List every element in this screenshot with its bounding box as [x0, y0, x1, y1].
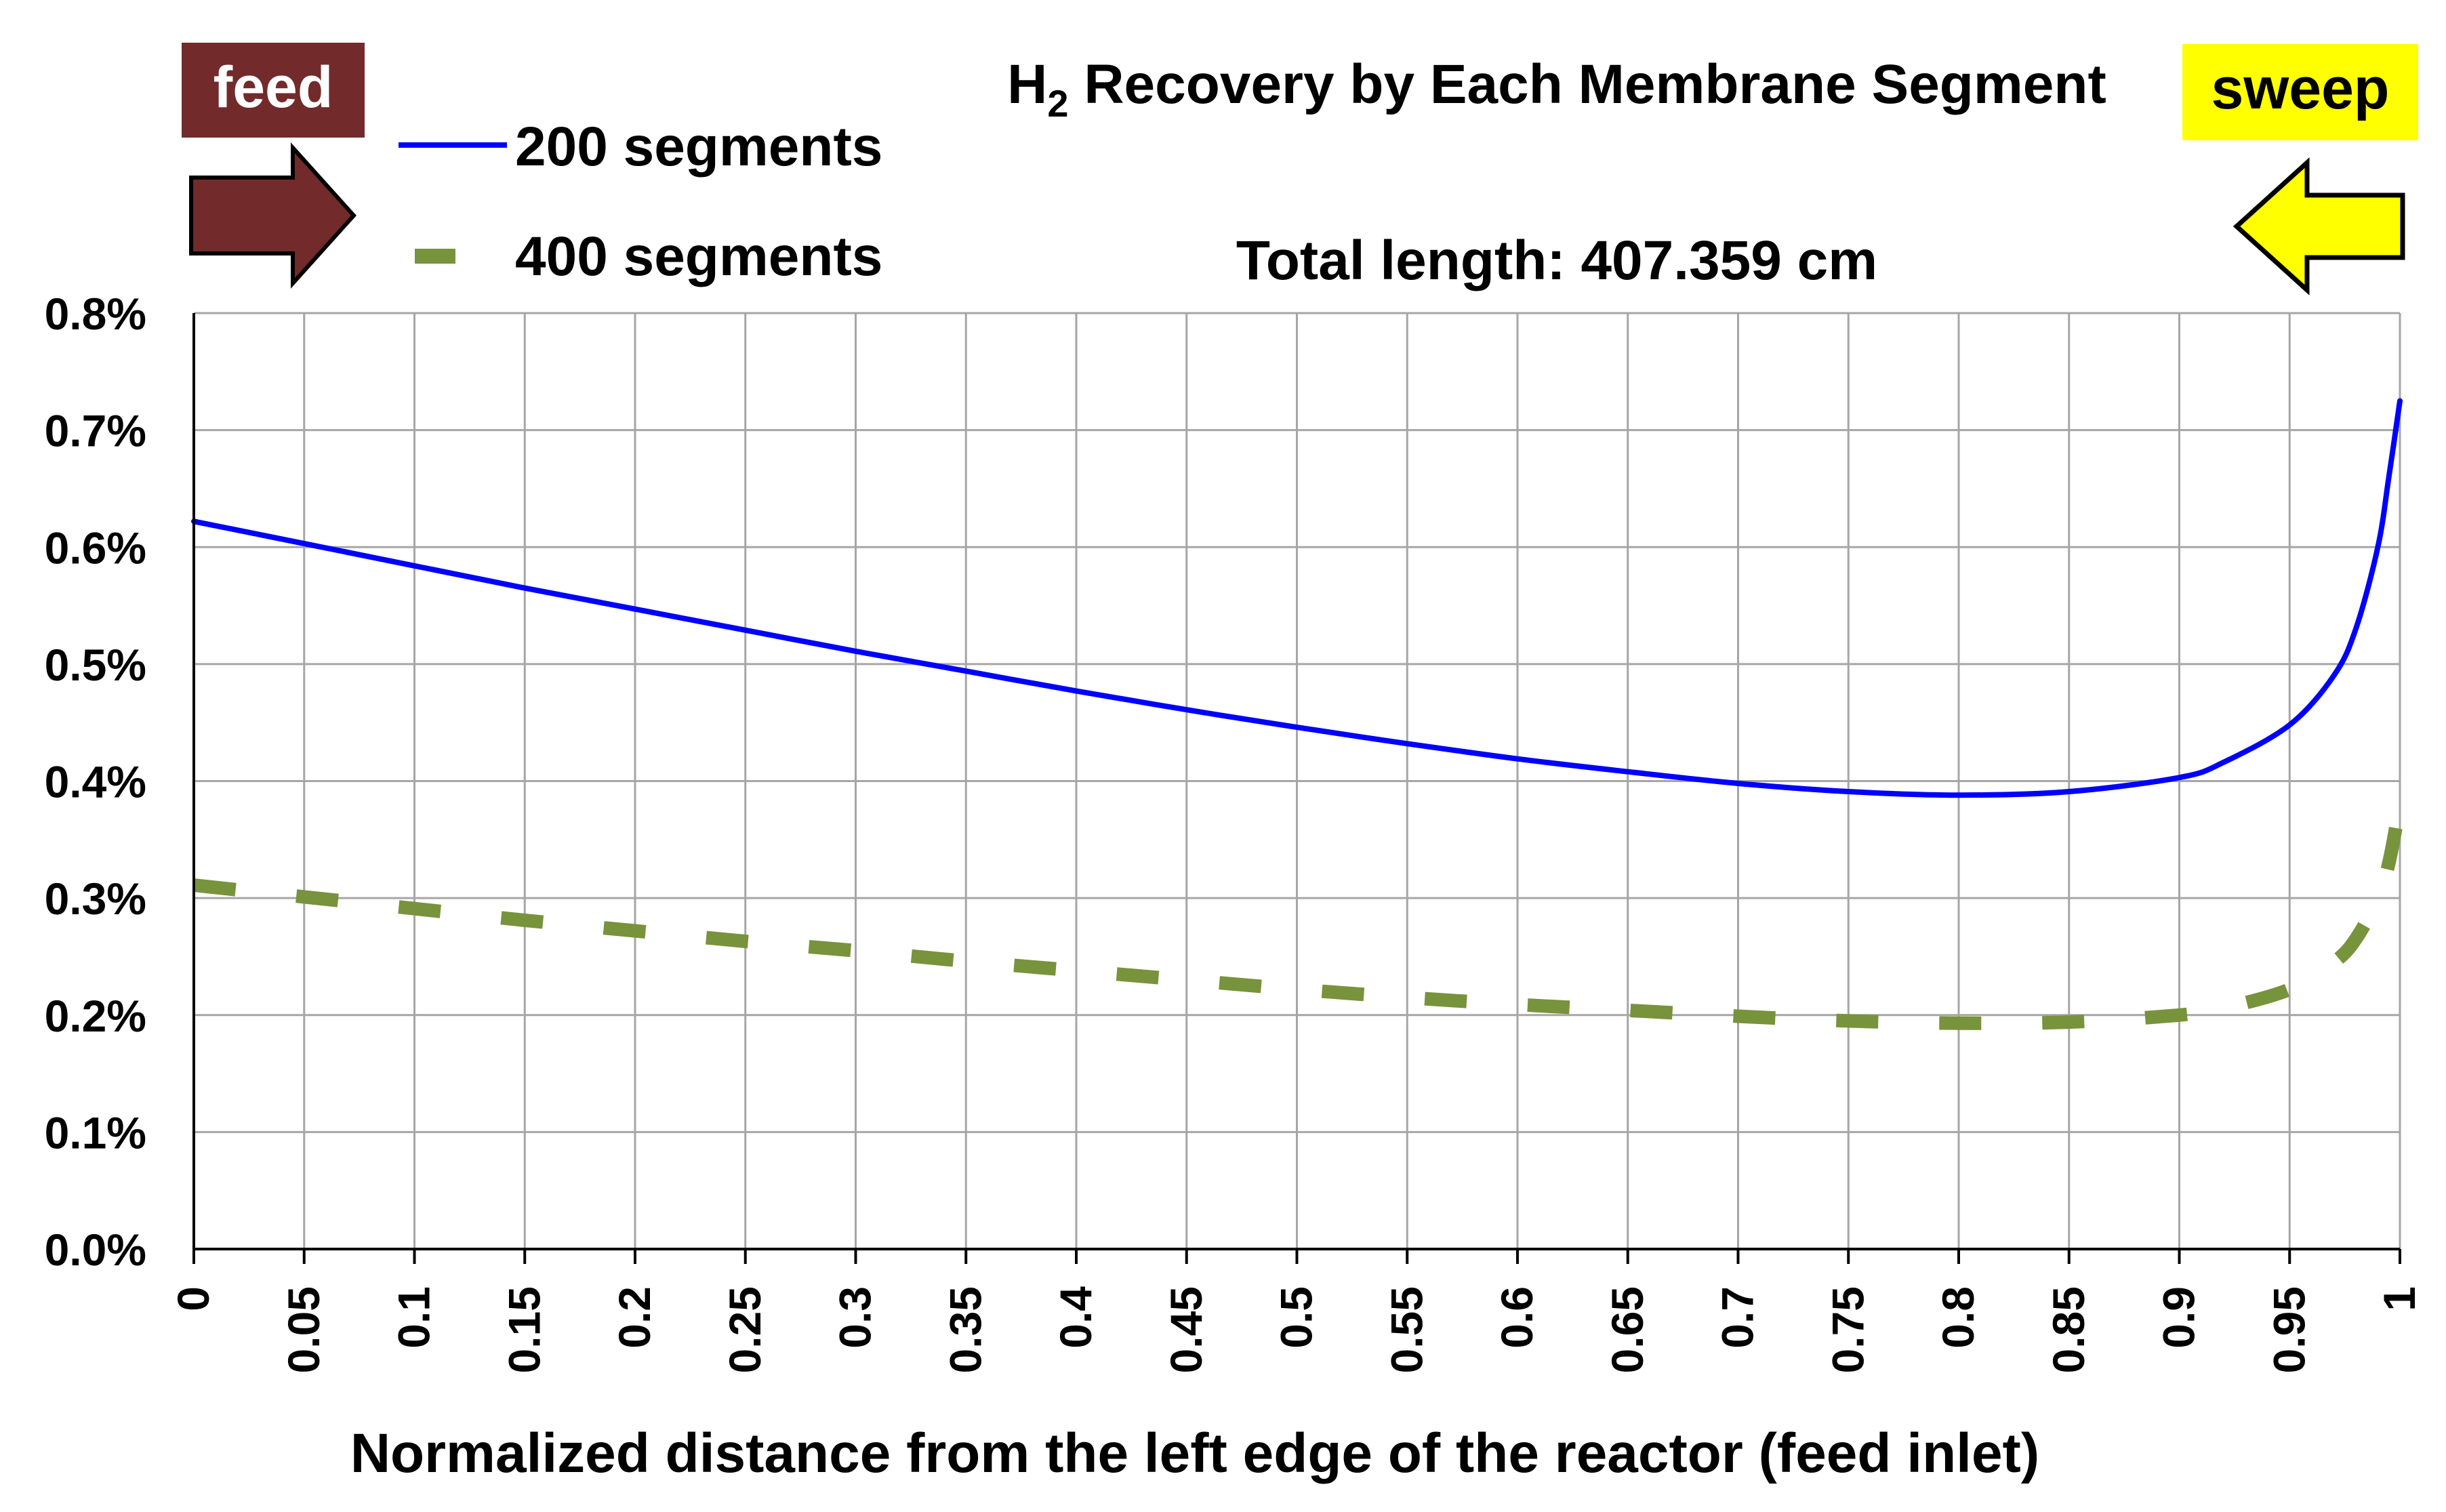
x-tick-label: 0.3 — [830, 1286, 880, 1349]
x-tick-label: 1 — [2374, 1286, 2424, 1311]
x-tick-label: 0.9 — [2154, 1286, 2204, 1349]
y-tick-label: 0.8% — [45, 289, 146, 339]
x-tick-label: 0.7 — [1713, 1286, 1763, 1349]
feed-label-box — [182, 43, 365, 138]
feed-indicator: feed — [182, 43, 365, 289]
x-tick-label: 0.05 — [279, 1286, 329, 1373]
y-tick-label: 0.7% — [45, 406, 146, 456]
grid — [192, 312, 2401, 1250]
x-tick-label: 0.65 — [1602, 1286, 1652, 1373]
axes: 0.0% 0.1% 0.2% 0.3% 0.4% 0.5% 0.6% 0.7% 0.8% 0 0.0… — [45, 289, 2424, 1373]
legend-label-200-segments: 200 segments — [515, 116, 882, 178]
x-tick-label: 0.25 — [720, 1286, 770, 1373]
x-tick-label: 0.2 — [609, 1286, 659, 1349]
feed-label: feed — [213, 55, 333, 120]
feed-arrow-icon — [189, 142, 357, 289]
y-tick-label: 0.3% — [45, 874, 146, 924]
x-tick-label: 0.8 — [1933, 1286, 1983, 1349]
x-tick-label: 0.35 — [940, 1286, 990, 1373]
chart-title-rest: Recovery by Each Membrane Segment — [1069, 54, 2106, 115]
x-tick-label: 0.6 — [1492, 1286, 1542, 1349]
x-tick-label: 0.4 — [1051, 1286, 1101, 1349]
chart-subtitle: Total length: 407.359 cm — [1236, 230, 1877, 291]
sweep-indicator: sweep — [2182, 44, 2418, 295]
x-tick-label: 0.1 — [389, 1286, 439, 1349]
y-tick-label: 0.6% — [45, 523, 146, 573]
series-layer — [191, 398, 2407, 1030]
x-tick-label: 0.5 — [1271, 1286, 1322, 1349]
legend: 200 segments 400 segments — [399, 116, 882, 287]
chart-title-subscript: 2 — [1047, 82, 1068, 125]
x-tick-label: 0.75 — [1822, 1286, 1873, 1373]
series-line-200-segments — [191, 398, 2403, 798]
y-tick-label: 0.5% — [45, 640, 146, 690]
y-tick-label: 0.2% — [45, 991, 146, 1041]
x-tick-label: 0.55 — [1381, 1286, 1431, 1373]
x-tick-label: 0.15 — [499, 1286, 549, 1373]
x-tick-label: 0.95 — [2264, 1286, 2314, 1373]
chart-title-main: H — [1007, 54, 1047, 115]
sweep-arrow-icon — [2233, 157, 2405, 295]
x-tick-label: 0 — [168, 1286, 218, 1311]
y-tick-label: 0.1% — [45, 1107, 146, 1158]
y-tick-label: 0.4% — [45, 757, 146, 807]
sweep-label-box — [2182, 44, 2418, 140]
x-tick-label: 0.45 — [1161, 1286, 1211, 1373]
chart-title: H2 Recovery by Each Membrane Segment — [1007, 54, 2106, 125]
series-line-400-segments — [192, 803, 2407, 1030]
y-tick-label: 0.0% — [45, 1225, 146, 1275]
sweep-label: sweep — [2211, 56, 2390, 121]
x-tick-label: 0.85 — [2043, 1286, 2094, 1373]
legend-label-400-segments: 400 segments — [515, 226, 882, 287]
x-axis-title: Normalized distance from the left edge o… — [350, 1423, 2039, 1484]
